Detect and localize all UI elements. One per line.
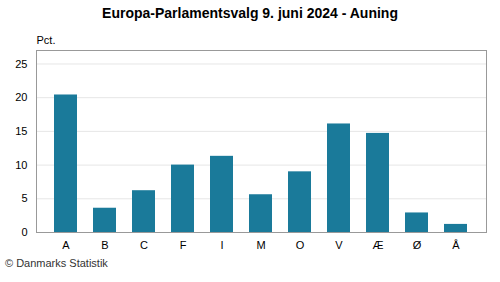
svg-text:15: 15 (15, 125, 27, 137)
svg-text:Æ: Æ (373, 239, 384, 251)
svg-text:10: 10 (15, 159, 27, 171)
svg-text:5: 5 (21, 192, 27, 204)
svg-text:O: O (296, 239, 305, 251)
svg-text:F: F (180, 239, 187, 251)
svg-text:20: 20 (15, 91, 27, 103)
svg-text:Å: Å (452, 239, 460, 251)
svg-text:Ø: Ø (413, 239, 422, 251)
svg-text:M: M (256, 239, 265, 251)
html-text:Europa-Parlamentsvalg 9. juni: Europa-Parlamentsvalg 9. juni 2024 - Aun… (102, 5, 398, 21)
svg-text:Pct.: Pct. (37, 34, 56, 46)
svg-text:B: B (101, 239, 108, 251)
svg-text:25: 25 (15, 58, 27, 70)
svg-text:V: V (335, 239, 343, 251)
svg-text:A: A (62, 239, 70, 251)
svg-text:I: I (220, 239, 223, 251)
svg-text:C: C (140, 239, 148, 251)
svg-text:0: 0 (21, 226, 27, 238)
html-text:© Danmarks Statistik: © Danmarks Statistik (5, 257, 108, 269)
